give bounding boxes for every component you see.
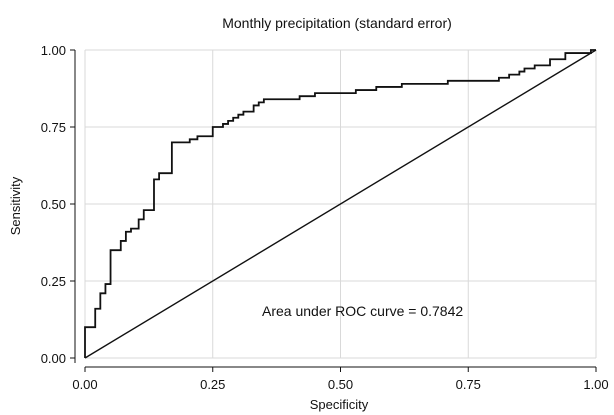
x-tick-label-3: 0.75	[456, 377, 481, 392]
x-tick-label-1: 0.25	[200, 377, 225, 392]
y-tick-label-0: 0.00	[41, 351, 66, 366]
x-tick-label-2: 0.50	[328, 377, 353, 392]
auc-annotation: Area under ROC curve = 0.7842	[262, 303, 463, 319]
series-layer	[84, 49, 597, 359]
x-tick-label-4: 1.00	[583, 377, 608, 392]
y-tick-label-2: 0.50	[41, 197, 66, 212]
y-axis-label: Sensitivity	[8, 176, 23, 235]
reference-diagonal-line	[84, 49, 597, 359]
y-tick-label-1: 0.25	[41, 274, 66, 289]
y-tick-label-4: 1.00	[41, 43, 66, 58]
chart-title: Monthly precipitation (standard error)	[222, 15, 452, 31]
y-tick-label-3: 0.75	[41, 120, 66, 135]
x-axis-label: Specificity	[310, 397, 369, 412]
roc-curve-line	[84, 49, 596, 358]
axis-layer	[70, 49, 597, 372]
grid-layer	[84, 49, 597, 359]
x-tick-label-0: 0.00	[72, 377, 97, 392]
tick-label-layer: 0.00 0.25 0.50 0.75 1.00 0.00 0.25 0.50 0.75 1.00	[41, 43, 609, 392]
